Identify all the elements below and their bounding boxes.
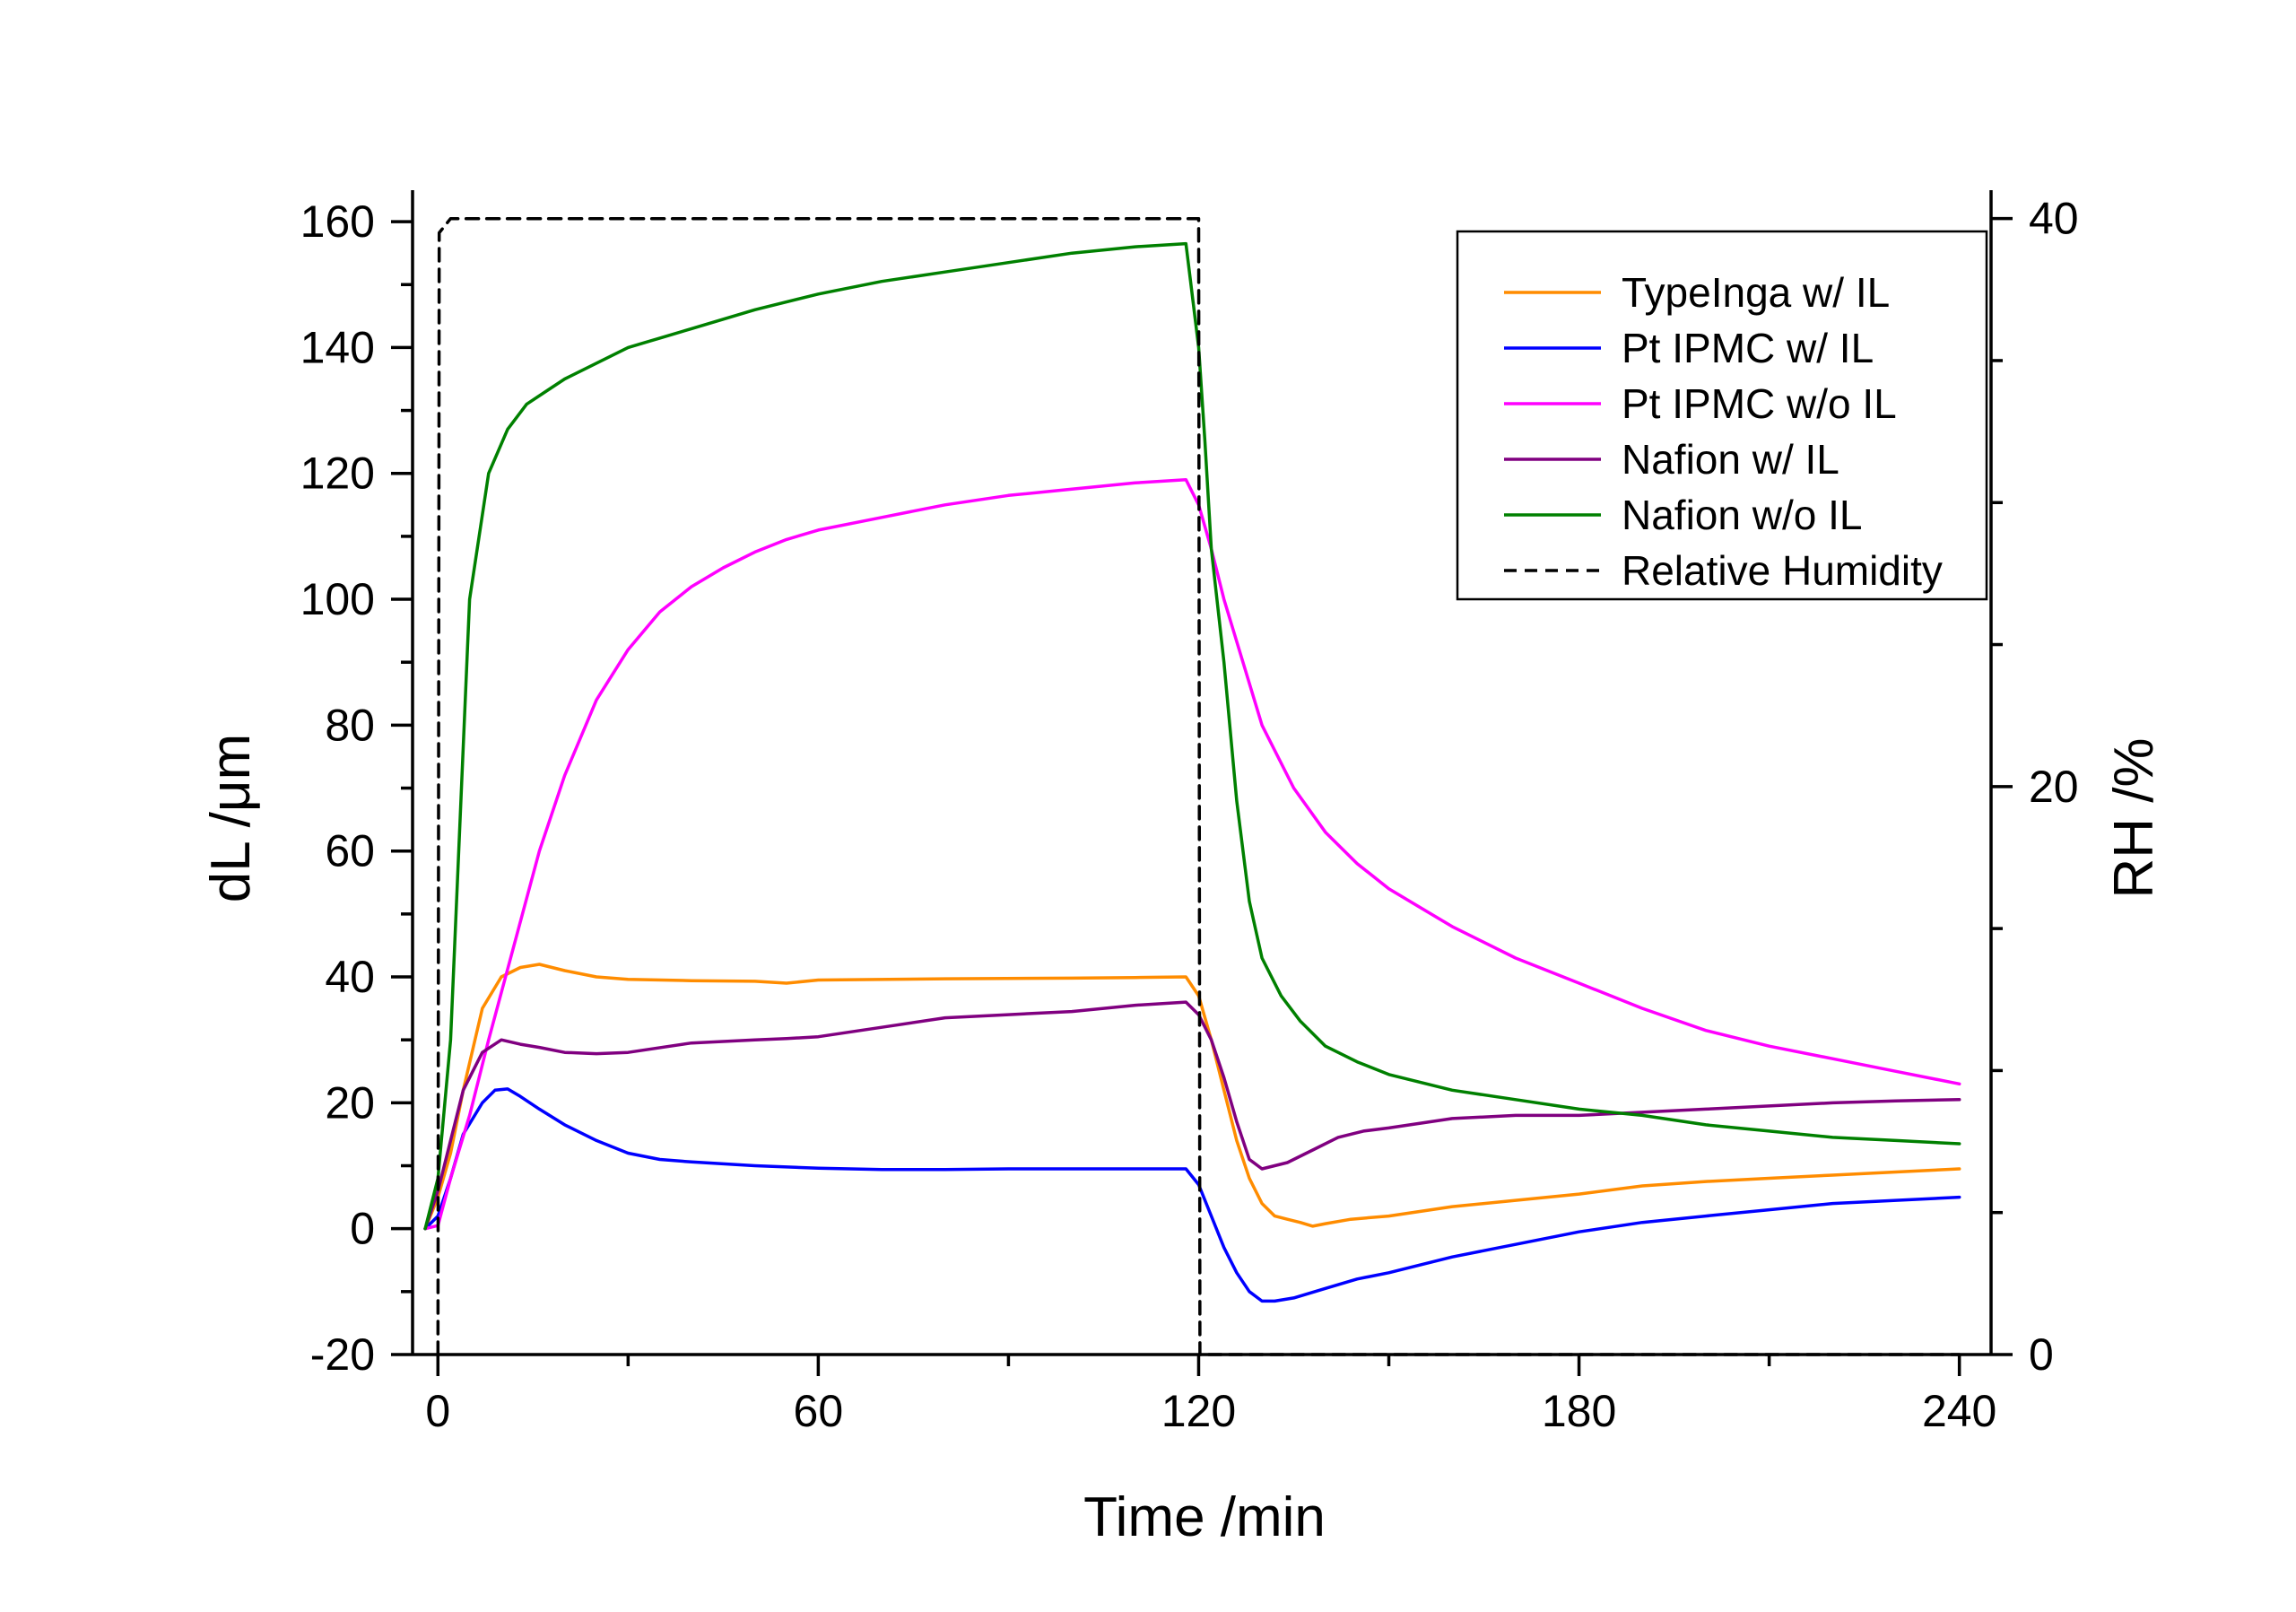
y-tick-label-140: 140 <box>300 322 375 372</box>
y-tick-label-60: 60 <box>325 826 375 876</box>
y-tick-label-0: 0 <box>350 1204 375 1254</box>
y-tick-label-20: 20 <box>325 1077 375 1128</box>
series-layer <box>423 216 1961 1356</box>
y2-tick-label-0: 0 <box>2029 1329 2054 1380</box>
legend-label-4: Nafion w/o IL <box>1622 492 1862 538</box>
y2-axis-title: RH /% <box>2103 737 2165 898</box>
series-line-5 <box>436 216 1961 1356</box>
series-line-4 <box>423 241 1961 1231</box>
y-axis-title: dL /μm <box>200 734 262 902</box>
y2-tick-label-40: 40 <box>2029 194 2079 244</box>
x-tick-label-60: 60 <box>794 1386 844 1436</box>
y-tick-label-80: 80 <box>325 700 375 750</box>
legend-label-3: Nafion w/ IL <box>1622 436 1839 483</box>
series-line-2 <box>423 477 1961 1231</box>
legend: TypeInga w/ IL Pt IPMC w/ IL Pt IPMC w/o I… <box>1456 230 1988 601</box>
axes-layer: 0 60 120 180 240 -20 0 20 40 60 80 100 120 140 160 0 20 4… <box>300 190 2079 1436</box>
x-tick-label-120: 120 <box>1161 1386 1236 1436</box>
y-tick-label-100: 100 <box>300 574 375 624</box>
series-line-3 <box>423 1000 1961 1231</box>
y-tick-label-160: 160 <box>300 196 375 247</box>
legend-label-0: TypeInga w/ IL <box>1622 269 1890 316</box>
x-axis-title: Time /min <box>1083 1486 1326 1548</box>
y-tick-label--20: -20 <box>310 1329 375 1380</box>
legend-label-2: Pt IPMC w/o IL <box>1622 380 1897 427</box>
x-tick-label-180: 180 <box>1542 1386 1616 1436</box>
legend-label-1: Pt IPMC w/ IL <box>1622 325 1874 371</box>
x-tick-label-0: 0 <box>425 1386 450 1436</box>
series-line-1 <box>423 1087 1961 1303</box>
legend-label-5: Relative Humidity <box>1622 547 1943 594</box>
y-tick-label-40: 40 <box>325 952 375 1002</box>
y-tick-label-120: 120 <box>300 449 375 499</box>
x-tick-label-240: 240 <box>1922 1386 1996 1436</box>
y2-tick-label-20: 20 <box>2029 762 2079 812</box>
